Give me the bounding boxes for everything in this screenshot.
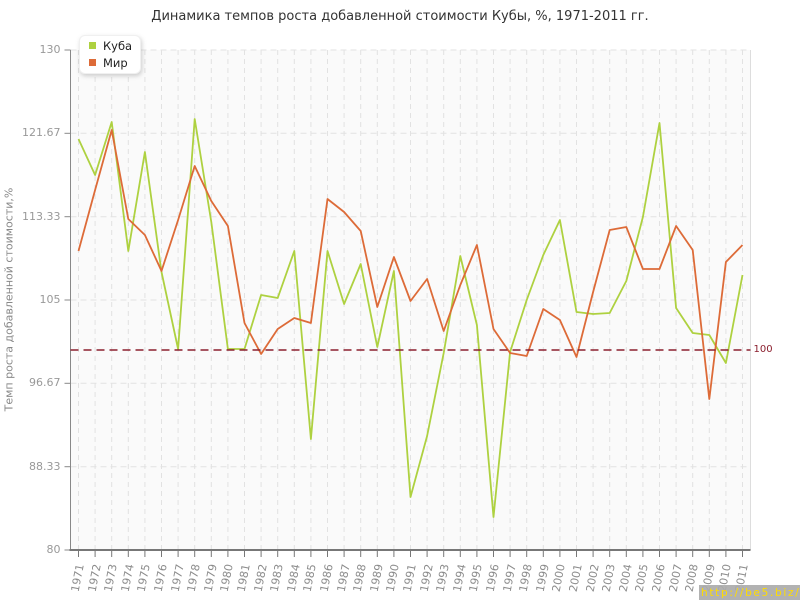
watermark-link[interactable]: http://be5.biz/ — [701, 587, 800, 599]
legend-label-cuba: Куба — [103, 38, 133, 53]
y-tick-label: 96.67 — [29, 376, 61, 390]
cuba-series-swatch-icon — [89, 42, 96, 49]
reference-line-label: 100 — [753, 344, 773, 355]
watermark: http://be5.biz/ — [699, 585, 800, 600]
chart-title: Динамика темпов роста добавленной стоимо… — [151, 9, 649, 24]
y-tick-label: 105 — [39, 293, 61, 306]
legend-item-cuba[interactable]: Куба — [89, 37, 132, 54]
y-tick-label: 121.67 — [22, 126, 61, 140]
y-tick-label: 88.33 — [29, 459, 61, 473]
legend: Куба Мир — [79, 35, 142, 74]
cuba-series-line — [77, 118, 744, 518]
world-series-line — [77, 129, 744, 400]
legend-label-world: Мир — [103, 55, 128, 70]
legend-item-world[interactable]: Мир — [89, 54, 132, 71]
y-tick-label: 113.33 — [22, 209, 61, 223]
y-tick-label: 80 — [46, 543, 61, 556]
world-series-swatch-icon — [89, 59, 96, 66]
y-tick-label: 130 — [39, 43, 61, 56]
